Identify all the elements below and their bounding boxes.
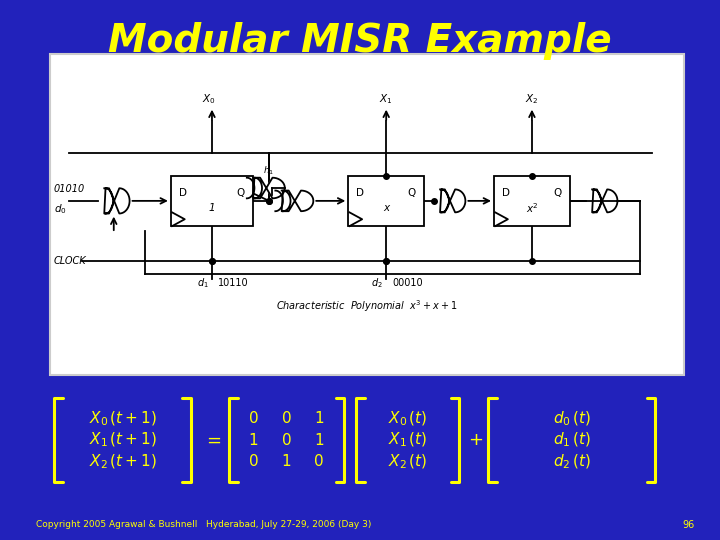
Bar <box>348 176 424 226</box>
Text: 00010: 00010 <box>392 278 423 288</box>
Text: $+$: $+$ <box>467 431 483 449</box>
Text: $X_0$: $X_0$ <box>202 92 216 106</box>
Text: $h_1$: $h_1$ <box>263 164 274 177</box>
Text: $d_1$: $d_1$ <box>197 276 209 289</box>
Text: 10110: 10110 <box>218 278 249 288</box>
Bar <box>494 176 570 226</box>
Bar <box>171 176 253 226</box>
Text: 0: 0 <box>282 411 292 426</box>
Text: $x^2$: $x^2$ <box>526 201 539 215</box>
Text: Copyright 2005 Agrawal & Bushnell   Hyderabad, July 27-29, 2006 (Day 3): Copyright 2005 Agrawal & Bushnell Hydera… <box>36 521 372 529</box>
Polygon shape <box>253 178 285 198</box>
Polygon shape <box>282 191 313 211</box>
Text: D: D <box>356 187 364 198</box>
Text: Modular MISR Example: Modular MISR Example <box>108 22 612 59</box>
Polygon shape <box>104 188 130 213</box>
Text: $=$: $=$ <box>203 431 222 449</box>
Text: $X_0\,(t)$: $X_0\,(t)$ <box>388 409 428 428</box>
Text: $X_1\,(t)$: $X_1\,(t)$ <box>388 431 428 449</box>
Text: D: D <box>179 187 187 198</box>
Text: $d_2$: $d_2$ <box>372 276 383 289</box>
Text: 0: 0 <box>248 411 258 426</box>
Text: $d_0$: $d_0$ <box>53 202 66 216</box>
Text: $d_1\,(t)$: $d_1\,(t)$ <box>553 431 590 449</box>
Text: D: D <box>502 187 510 198</box>
Text: 1: 1 <box>314 433 324 448</box>
Text: $X_2\,(t+1)$: $X_2\,(t+1)$ <box>89 453 156 471</box>
Text: $X_1$: $X_1$ <box>379 92 393 106</box>
Text: 96: 96 <box>683 520 695 530</box>
Text: 0: 0 <box>248 454 258 469</box>
Polygon shape <box>440 190 465 212</box>
Text: $d_0\,(t)$: $d_0\,(t)$ <box>553 409 590 428</box>
Text: 1: 1 <box>248 433 258 448</box>
Text: 1: 1 <box>282 454 292 469</box>
Text: Q: Q <box>554 187 562 198</box>
Text: Q: Q <box>408 187 416 198</box>
Polygon shape <box>592 190 618 212</box>
Text: Q: Q <box>237 187 245 198</box>
Text: Characteristic  Polynomial  $x^3 + x + 1$: Characteristic Polynomial $x^3 + x + 1$ <box>276 299 458 314</box>
Text: CLOCK: CLOCK <box>53 255 86 266</box>
Text: 0: 0 <box>314 454 324 469</box>
Text: $X_2$: $X_2$ <box>525 92 539 106</box>
Text: 0: 0 <box>282 433 292 448</box>
Text: $X_2\,(t)$: $X_2\,(t)$ <box>388 453 428 471</box>
Text: x: x <box>383 202 390 213</box>
Text: $X_0\,(t+1)$: $X_0\,(t+1)$ <box>89 409 156 428</box>
Bar <box>50 54 684 375</box>
Text: 01010: 01010 <box>53 184 85 194</box>
Text: $X_1\,(t+1)$: $X_1\,(t+1)$ <box>89 431 156 449</box>
Text: $d_2\,(t)$: $d_2\,(t)$ <box>553 453 590 471</box>
Text: 1: 1 <box>209 202 215 213</box>
Text: 1: 1 <box>314 411 324 426</box>
